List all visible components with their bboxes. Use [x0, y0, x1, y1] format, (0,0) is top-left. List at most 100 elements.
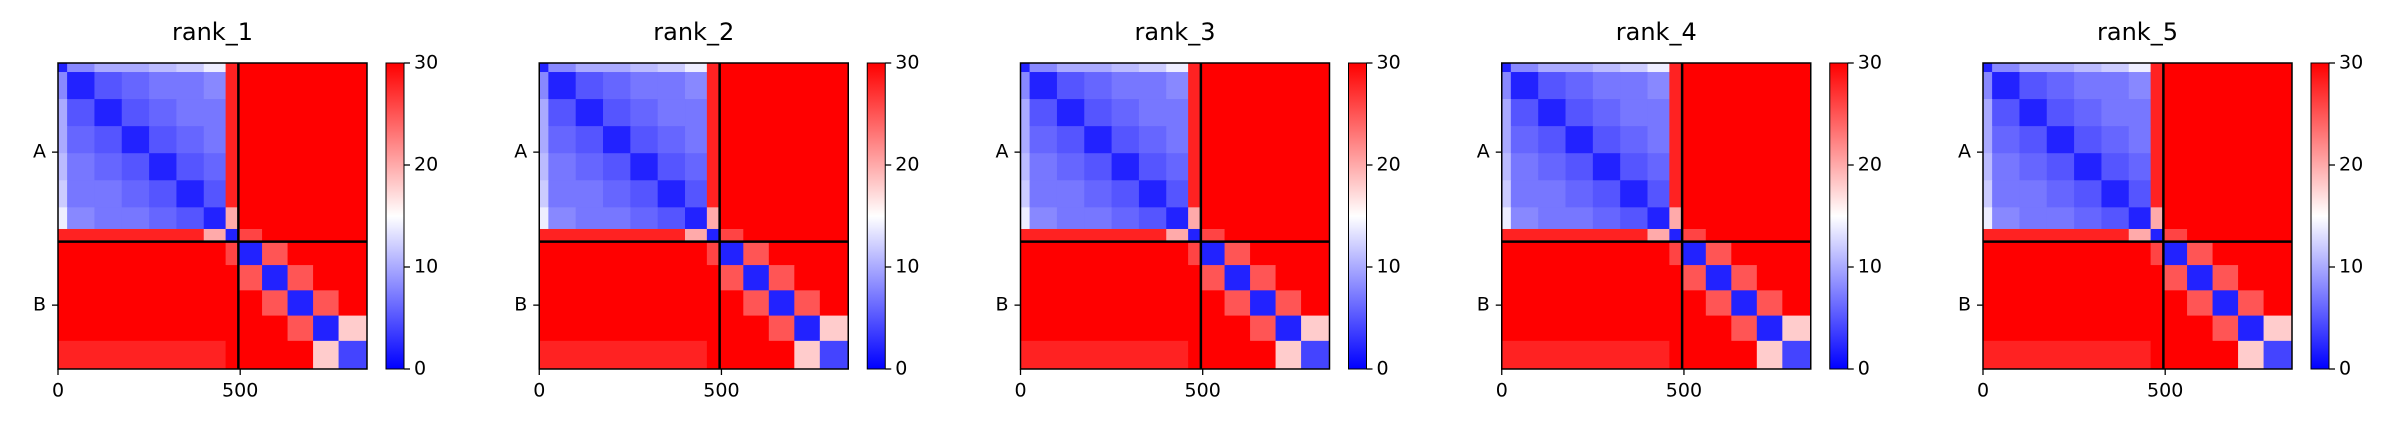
heatmap-cell: [2163, 340, 2188, 370]
heatmap-cell: [657, 228, 686, 243]
heatmap-cell: [1705, 72, 1732, 100]
heatmap-cell: [1166, 126, 1189, 154]
y-tick-label: B: [1477, 294, 1490, 316]
heatmap-cell: [2187, 63, 2214, 73]
heatmap-cell: [1592, 207, 1621, 230]
heatmap-cell: [1992, 153, 2020, 181]
heatmap-cell: [2150, 265, 2164, 291]
heatmap-cell: [1782, 241, 1812, 266]
x-tick-label: 500: [703, 380, 739, 402]
heatmap-cell: [1538, 126, 1567, 154]
colorbar-tick-label: 0: [1377, 358, 1389, 380]
heatmap-cell: [58, 72, 68, 100]
heatmap-cell: [58, 340, 68, 370]
heatmap-cell: [548, 63, 577, 73]
heatmap-cell: [630, 228, 659, 243]
heatmap-cell: [685, 126, 708, 154]
heatmap-cell: [1111, 315, 1140, 342]
heatmap-cell: [176, 63, 205, 73]
heatmap-cell: [1592, 340, 1621, 370]
heatmap-cell: [768, 153, 795, 181]
heatmap-cell: [1138, 99, 1167, 127]
heatmap-cell: [2074, 207, 2102, 230]
heatmap-cell: [539, 228, 549, 243]
heatmap-cell: [1301, 315, 1330, 342]
heatmap-cell: [313, 99, 340, 127]
heatmap-cell: [2238, 126, 2265, 154]
heatmap-cell: [67, 265, 95, 291]
heatmap-cell: [1682, 315, 1707, 342]
heatmap-cell: [121, 153, 150, 181]
heatmap-cell: [2163, 180, 2188, 208]
heatmap-cell: [2046, 72, 2075, 100]
heatmap-cell: [2212, 72, 2239, 100]
heatmap-cell: [1200, 207, 1226, 230]
heatmap-cell: [548, 72, 577, 100]
heatmap-cell: [819, 315, 849, 342]
heatmap-cell: [685, 180, 708, 208]
heatmap-cell: [1565, 72, 1594, 100]
heatmap-cell: [1565, 290, 1594, 317]
heatmap-cell: [2019, 72, 2048, 100]
heatmap-cell: [719, 290, 744, 317]
heatmap-cell: [149, 63, 177, 73]
heatmap-cell: [225, 340, 239, 370]
heatmap-cell: [1992, 228, 2020, 243]
heatmap-cell: [1682, 340, 1707, 370]
heatmap-cell: [1020, 153, 1031, 181]
heatmap-cell: [67, 63, 95, 73]
heatmap-cell: [1756, 228, 1783, 243]
heatmap-cell: [1731, 180, 1758, 208]
plot-frame: [538, 62, 849, 370]
heatmap-cell: [1138, 315, 1167, 342]
heatmap-cell: [657, 207, 686, 230]
heatmap-cell: [768, 72, 795, 100]
heatmap-cell: [287, 153, 314, 181]
heatmap-cell: [1669, 340, 1683, 370]
heatmap-cell: [67, 290, 95, 317]
heatmap-cell: [2263, 228, 2293, 243]
heatmap-cell: [706, 99, 721, 127]
heatmap-cell: [1565, 126, 1594, 154]
heatmap-cell: [685, 228, 708, 243]
heatmap-cell: [2128, 63, 2152, 73]
heatmap-cell: [575, 340, 604, 370]
heatmap-cell: [1731, 63, 1758, 73]
heatmap-cell: [819, 265, 849, 291]
heatmap-cell: [1620, 228, 1649, 243]
x-tick-label: 0: [1496, 380, 1508, 402]
heatmap-cell: [630, 290, 659, 317]
heatmap-cell: [603, 72, 631, 100]
heatmap-cell: [149, 180, 177, 208]
heatmap-cell: [2046, 228, 2075, 243]
heatmap-cell: [706, 241, 721, 266]
heatmap-cell: [2074, 340, 2102, 370]
heatmap-cell: [1510, 207, 1539, 230]
heatmap-cell: [743, 153, 770, 181]
heatmap-cell: [1538, 265, 1567, 291]
heatmap-cell: [238, 126, 263, 154]
heatmap-cell: [719, 340, 744, 370]
heatmap-cell: [2212, 153, 2239, 181]
heatmap-cell: [1138, 241, 1167, 266]
heatmap-cell: [1731, 153, 1758, 181]
heatmap-cell: [1992, 207, 2020, 230]
heatmap-cell: [2101, 99, 2130, 127]
heatmap-cell: [603, 315, 631, 342]
heatmap-cell: [287, 241, 314, 266]
heatmap-cell: [1224, 290, 1251, 317]
heatmap-cell: [2163, 265, 2188, 291]
heatmap-cell: [1538, 180, 1567, 208]
heatmap-cell: [2187, 72, 2214, 100]
colorbar-tick-label: 0: [1858, 358, 1870, 380]
heatmap-cell: [539, 315, 549, 342]
heatmap-cell: [2046, 126, 2075, 154]
heatmap-cell: [262, 72, 289, 100]
heatmap-cell: [1756, 126, 1783, 154]
heatmap-cell: [2163, 241, 2188, 266]
heatmap-cell: [1200, 72, 1226, 100]
heatmap-cell: [1200, 63, 1226, 73]
heatmap-cell: [1669, 228, 1683, 243]
heatmap-cell: [539, 63, 549, 73]
heatmap-cell: [121, 228, 150, 243]
